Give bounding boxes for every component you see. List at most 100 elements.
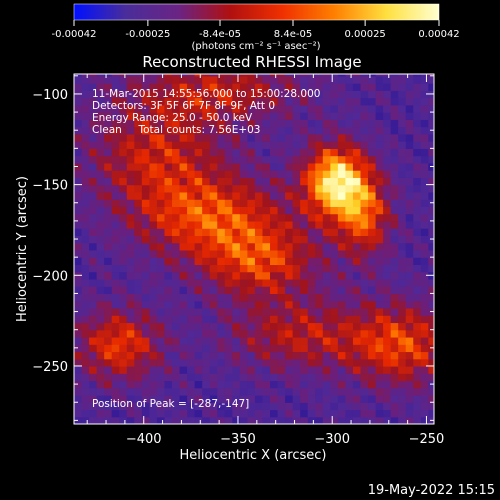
heatmap-cell [368,380,377,389]
heatmap-cell [217,141,226,149]
heatmap-cell [81,358,90,367]
heatmap-cell [420,228,429,236]
heatmap-cell [179,83,188,91]
heatmap-cell [352,329,362,338]
heatmap-cell [187,300,196,309]
heatmap-cell [134,329,143,338]
heatmap-cell [337,119,347,128]
heatmap-cell [232,75,241,84]
heatmap-cell [111,351,120,360]
heatmap-cell [405,336,414,345]
heatmap-cell [89,199,98,207]
heatmap-cell [81,141,90,149]
heatmap-cell [360,242,369,251]
heatmap-cell [285,242,294,251]
heatmap-cell [254,402,264,411]
heatmap-cell [96,351,105,360]
heatmap-cell [141,380,150,389]
heatmap-cell [428,206,434,215]
heatmap-cell [232,141,241,149]
heatmap-cell [217,278,226,287]
heatmap-cell [126,293,135,302]
heatmap-cell [337,141,347,149]
heatmap-cell [187,97,196,106]
heatmap-cell [315,74,324,77]
heatmap-cell [179,148,188,157]
heatmap-cell [405,242,414,251]
heatmap-cell [89,358,98,367]
heatmap-cell [390,322,399,331]
heatmap-cell [262,344,271,353]
heatmap-cell [420,199,429,207]
heatmap-cell [119,358,128,367]
heatmap-cell [119,351,128,360]
heatmap-cell [74,394,83,403]
heatmap-cell [119,126,128,135]
heatmap-cell [383,213,392,222]
heatmap-cell [262,300,271,309]
heatmap-cell [413,148,422,157]
heatmap-cell [254,184,264,193]
heatmap-cell [277,315,286,324]
heatmap-cell [405,351,414,360]
heatmap-cell [270,126,279,135]
heatmap-cell [383,402,392,411]
heatmap-cell [164,242,173,251]
heatmap-cell [224,249,233,258]
heatmap-cell [179,97,188,106]
heatmap-cell [202,307,211,316]
heatmap-cell [164,402,173,411]
heatmap-cell [119,409,128,418]
heatmap-cell [194,416,203,424]
heatmap-cell [89,329,98,338]
heatmap-cell [337,191,347,200]
heatmap-cell [141,148,150,157]
heatmap-cell [383,373,392,382]
heatmap-cell [375,199,384,207]
heatmap-cell [217,300,226,309]
heatmap-cell [330,199,339,207]
heatmap-cell [247,191,256,200]
heatmap-cell [202,148,211,157]
heatmap-cell [179,184,188,193]
heatmap-cell [111,126,120,135]
heatmap-cell [194,409,203,418]
heatmap-cell [254,242,264,251]
heatmap-cell [224,97,233,106]
heatmap-cell [74,409,83,418]
heatmap-cell [345,148,354,157]
heatmap-cell [224,271,233,280]
heatmap-cell [134,235,143,244]
heatmap-cell [398,97,407,106]
heatmap-cell [420,329,429,338]
heatmap-cell [134,380,143,389]
heatmap-cell [375,235,384,244]
heatmap-cell [119,344,128,353]
heatmap-cell [194,213,203,222]
heatmap-cell [126,104,135,113]
heatmap-cell [141,307,150,316]
heatmap-cell [149,380,158,389]
heatmap-cell [172,184,181,193]
heatmap-cell [307,148,316,157]
heatmap-cell [390,329,399,338]
heatmap-cell [337,75,347,84]
heatmap-cell [390,184,399,193]
heatmap-cell [164,133,173,142]
heatmap-cell [141,141,150,149]
heatmap-cell [345,119,354,128]
heatmap-cell [111,416,120,424]
heatmap-cell [322,380,331,389]
heatmap-cell [202,155,211,164]
heatmap-cell [224,75,233,84]
heatmap-cell [134,97,143,106]
heatmap-cell [413,213,422,222]
heatmap-cell [428,249,434,258]
heatmap-cell [352,83,362,91]
heatmap-cell [292,300,301,309]
heatmap-cell [217,90,226,99]
heatmap-cell [209,155,218,164]
heatmap-cell [390,242,399,251]
heatmap-cell [164,344,173,353]
heatmap-cell [74,104,83,113]
